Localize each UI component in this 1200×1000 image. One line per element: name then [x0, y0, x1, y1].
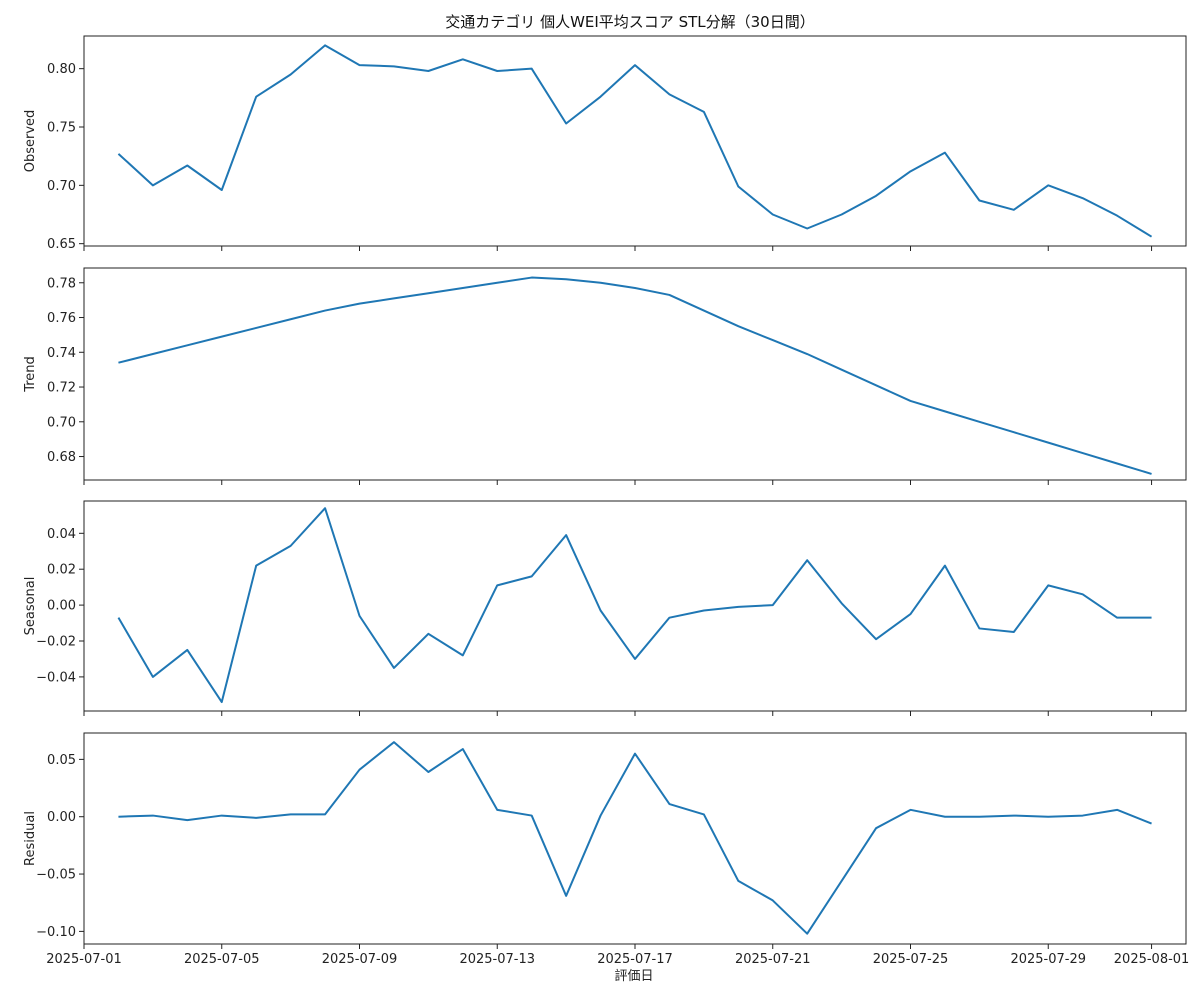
x-tick-label: 2025-08-01: [1114, 952, 1190, 967]
series-line-trend: [118, 276, 1152, 475]
panel-observed: 0.65 0.70 0.75 0.80 Observed: [23, 35, 1187, 252]
y-tick-label: −0.02: [36, 635, 76, 650]
series-line-residual: [118, 741, 1152, 935]
x-tick-label: 2025-07-05: [184, 952, 260, 967]
panel-seasonal: −0.04 −0.02 0.00 0.02 0.04 Seasonal: [23, 500, 1187, 716]
y-axis-label-seasonal: Seasonal: [23, 577, 38, 636]
series-line-observed: [117, 44, 1153, 238]
x-tick-label: 2025-07-09: [322, 952, 398, 967]
series-line-seasonal: [117, 507, 1152, 704]
panel-trend: 0.68 0.70 0.72 0.74 0.76 0.78 Trend: [23, 267, 1187, 485]
panel-frame: [83, 267, 1187, 481]
panels-group: 0.65 0.70 0.75 0.80 Observed 0.68 0.70 0.72 0.74…: [23, 35, 1190, 967]
y-tick-label: 0.02: [47, 563, 76, 578]
x-tick-label: 2025-07-13: [459, 952, 535, 967]
panel-residual: −0.10 −0.05 0.00 0.05 2025-07-01 2025-07-05 20…: [23, 732, 1190, 967]
y-tick-label: 0.65: [47, 237, 76, 252]
y-tick-label: −0.05: [36, 868, 76, 883]
x-tick-label: 2025-07-21: [735, 952, 811, 967]
y-tick-label: 0.76: [47, 311, 76, 326]
y-tick-label: 0.05: [47, 753, 76, 768]
y-tick-label: 0.72: [47, 381, 76, 396]
y-axis-label-residual: Residual: [23, 811, 38, 866]
y-tick-label: 0.68: [47, 450, 76, 465]
y-tick-label: −0.04: [36, 670, 76, 685]
panel-frame: [83, 500, 1187, 712]
y-tick-label: −0.10: [36, 925, 76, 940]
y-axis-label-trend: Trend: [23, 356, 38, 393]
panel-frame: [83, 732, 1187, 945]
y-axis-label-observed: Observed: [23, 110, 38, 173]
y-tick-label: 0.00: [47, 810, 76, 825]
x-tick-label: 2025-07-17: [597, 952, 673, 967]
x-axis-label: 評価日: [614, 969, 653, 984]
y-tick-label: 0.80: [47, 62, 76, 77]
x-tick-label: 2025-07-25: [873, 952, 949, 967]
y-tick-label: 0.78: [47, 276, 76, 291]
panel-frame: [83, 35, 1187, 247]
x-tick-label: 2025-07-29: [1010, 952, 1086, 967]
y-tick-label: 0.75: [47, 121, 76, 136]
y-tick-label: 0.70: [47, 179, 76, 194]
y-tick-label: 0.70: [47, 415, 76, 430]
y-tick-label: 0.00: [47, 599, 76, 614]
x-tick-label: 2025-07-01: [46, 952, 122, 967]
chart-title: 交通カテゴリ 個人WEI平均スコア STL分解（30日間）: [445, 13, 814, 31]
y-tick-label: 0.74: [47, 346, 76, 361]
y-tick-label: 0.04: [47, 527, 76, 542]
